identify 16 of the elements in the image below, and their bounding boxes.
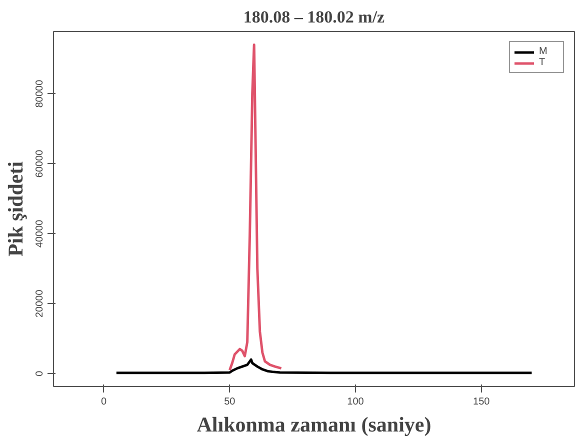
line-series <box>228 44 283 372</box>
chart-title: 180.08 – 180.02 m/z <box>243 8 386 26</box>
y-tick-label: 60000 <box>34 149 46 178</box>
y-tick-label: 0 <box>34 370 46 376</box>
line-series <box>115 358 533 374</box>
y-tick-label: 20000 <box>34 289 46 318</box>
y-tick-label: 80000 <box>34 79 46 108</box>
x-tick-label: 150 <box>473 396 490 408</box>
legend-label: T <box>539 57 546 68</box>
x-tick-label: 0 <box>101 396 108 408</box>
x-tick-label: 100 <box>347 396 364 408</box>
x-axis-title: Alıkonma zamanı (saniye) <box>196 412 432 436</box>
y-axis-title: Pik şiddeti <box>4 161 28 257</box>
y-tick-label: 40000 <box>34 219 46 248</box>
legend-label: M <box>539 46 548 57</box>
x-tick-label: 50 <box>224 396 236 408</box>
